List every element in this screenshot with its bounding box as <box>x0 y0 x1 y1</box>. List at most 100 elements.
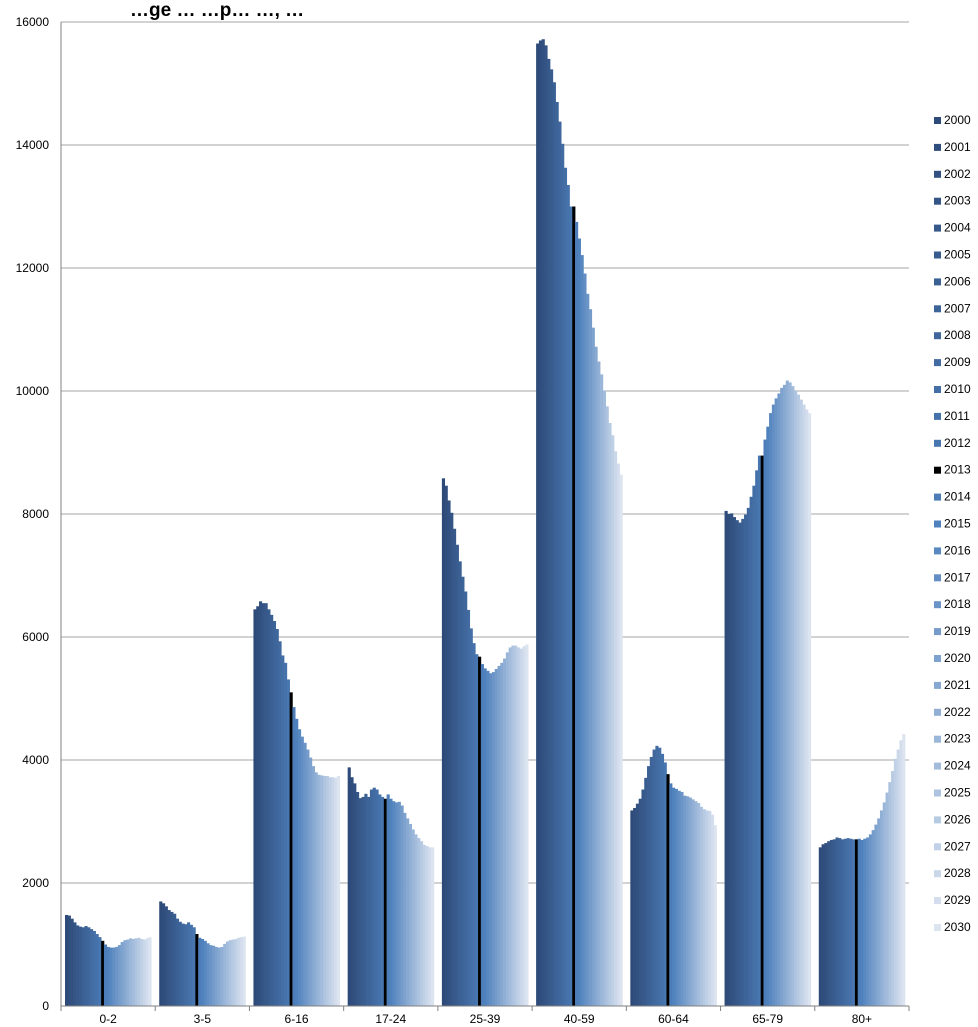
bar-25-39-2003 <box>450 512 454 1006</box>
bar-6-16-2002 <box>259 601 263 1006</box>
bar-17-24-2015 <box>389 798 393 1006</box>
bar-60-64-2023 <box>694 801 698 1006</box>
bar-17-24-2019 <box>400 805 404 1006</box>
bar-60-64-2024 <box>697 803 701 1006</box>
bar-0-2-2000 <box>65 914 69 1006</box>
bar-60-64-2004 <box>641 789 645 1006</box>
legend-swatch <box>934 708 941 716</box>
bar-6-16-2013 <box>289 692 293 1006</box>
bar-6-16-2008 <box>275 629 279 1006</box>
legend-swatch <box>934 924 941 931</box>
bar-80+-2020 <box>874 824 878 1006</box>
bar-25-39-2016 <box>486 670 490 1006</box>
bar-3-5-2012 <box>192 927 196 1006</box>
legend-swatch <box>934 762 941 770</box>
legend-swatch <box>934 466 941 474</box>
bar-60-64-2020 <box>685 796 690 1006</box>
bar-80+-2014 <box>857 838 861 1006</box>
bar-17-24-2006 <box>364 793 368 1006</box>
legend-swatch <box>934 655 941 662</box>
bar-80+-2023 <box>882 802 886 1006</box>
legend-swatch <box>934 789 941 797</box>
y-tick-label: 16000 <box>16 15 50 29</box>
bar-65-79-2028 <box>802 404 806 1006</box>
legend-label-2011: 2011 <box>944 409 970 423</box>
y-tick-label: 8000 <box>22 507 49 521</box>
bar-40-59-2026 <box>608 422 612 1007</box>
bar-65-79-2014 <box>763 439 767 1007</box>
bar-40-59-2008 <box>558 121 562 1006</box>
bar-65-79-2000 <box>724 510 728 1006</box>
bar-40-59-2020 <box>591 327 595 1006</box>
bar-60-64-2013 <box>666 774 670 1006</box>
bar-3-5-2020 <box>214 946 218 1006</box>
bar-80+-2006 <box>835 837 839 1006</box>
legend-swatch <box>934 574 941 582</box>
bar-25-39-2021 <box>500 662 504 1006</box>
bar-40-59-2016 <box>580 255 584 1006</box>
bar-65-79-2024 <box>791 386 795 1007</box>
bar-80+-2021 <box>877 818 881 1006</box>
bar-65-79-2026 <box>796 394 800 1006</box>
bar-0-2-2004 <box>76 925 80 1006</box>
bar-0-2-2007 <box>84 926 88 1006</box>
bar-40-59-2012 <box>569 206 573 1006</box>
legend-label-2007: 2007 <box>944 301 971 315</box>
legend-swatch <box>934 681 941 689</box>
bar-60-64-2005 <box>644 777 648 1006</box>
bar-0-2-2018 <box>115 946 119 1006</box>
bar-25-39-2030 <box>525 644 529 1006</box>
bar-60-64-2012 <box>663 762 667 1006</box>
legend-swatch <box>934 520 941 528</box>
bar-3-5-2006 <box>175 918 180 1006</box>
legend-label-2029: 2029 <box>944 893 971 907</box>
legend-label-2025: 2025 <box>944 786 971 800</box>
bar-40-59-2028 <box>613 451 618 1006</box>
bar-40-59-2003 <box>544 45 548 1007</box>
bar-65-79-2010 <box>752 485 756 1007</box>
bar-6-16-2007 <box>272 621 277 1006</box>
bar-80+-2011 <box>849 838 853 1006</box>
legend-label-2022: 2022 <box>944 705 971 719</box>
bar-40-59-2000 <box>536 43 540 1006</box>
bar-0-2-2019 <box>117 945 121 1006</box>
bar-0-2-2021 <box>123 940 127 1006</box>
legend-label-2009: 2009 <box>944 355 971 369</box>
bar-40-59-2005 <box>550 69 554 1007</box>
bar-60-64-2003 <box>638 798 642 1006</box>
bar-80+-2013 <box>854 839 859 1006</box>
y-tick-label: 10000 <box>16 384 50 398</box>
bar-65-79-2019 <box>777 393 781 1007</box>
legend-swatch <box>934 117 941 124</box>
legend-swatch <box>934 305 941 313</box>
legend-swatch <box>934 278 941 286</box>
bar-60-64-2021 <box>688 797 692 1006</box>
bar-3-5-2000 <box>159 901 163 1006</box>
bar-0-2-2030 <box>148 937 152 1006</box>
bar-0-2-2020 <box>120 942 124 1006</box>
bar-17-24-2001 <box>350 777 354 1006</box>
bar-60-64-2008 <box>652 749 656 1006</box>
bar-3-5-2013 <box>195 934 199 1006</box>
bar-3-5-2026 <box>231 939 235 1006</box>
bar-25-39-2007 <box>461 576 465 1006</box>
bar-80+-2030 <box>902 734 906 1006</box>
bar-group-80+ <box>818 734 906 1006</box>
bar-40-59-2010 <box>563 167 568 1006</box>
bar-0-2-2029 <box>145 938 149 1006</box>
bar-17-24-2018 <box>397 801 401 1006</box>
bar-25-39-2020 <box>497 665 501 1006</box>
bar-65-79-2020 <box>780 387 784 1006</box>
bar-17-24-2023 <box>411 829 415 1006</box>
bar-40-59-2025 <box>605 406 609 1007</box>
bar-6-16-2000 <box>253 609 257 1006</box>
bar-17-24-2005 <box>361 796 365 1006</box>
bar-80+-2008 <box>841 839 845 1006</box>
legend-label-2016: 2016 <box>944 543 971 557</box>
legend-swatch <box>934 412 941 420</box>
bar-65-79-2023 <box>788 382 792 1006</box>
x-tick-label: 60-64 <box>658 1012 689 1026</box>
legend-swatch <box>934 816 941 824</box>
bar-6-16-2020 <box>309 757 313 1006</box>
bar-65-79-2003 <box>732 517 737 1006</box>
